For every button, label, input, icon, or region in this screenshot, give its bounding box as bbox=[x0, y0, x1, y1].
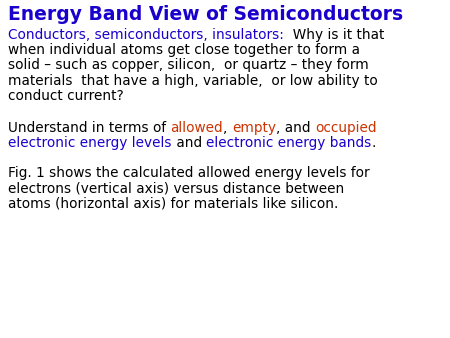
Text: , and: , and bbox=[276, 121, 315, 135]
Text: .: . bbox=[371, 136, 376, 150]
Text: and: and bbox=[171, 136, 206, 150]
Text: when individual atoms get close together to form a: when individual atoms get close together… bbox=[8, 43, 360, 57]
Text: Conductors, semiconductors, insulators:: Conductors, semiconductors, insulators: bbox=[8, 28, 284, 42]
Text: Understand in terms of: Understand in terms of bbox=[8, 121, 171, 135]
Text: electronic energy levels: electronic energy levels bbox=[8, 136, 171, 150]
Text: electronic energy bands: electronic energy bands bbox=[206, 136, 371, 150]
Text: solid – such as copper, silicon,  or quartz – they form: solid – such as copper, silicon, or quar… bbox=[8, 58, 369, 72]
Text: materials  that have a high, variable,  or low ability to: materials that have a high, variable, or… bbox=[8, 74, 378, 88]
Text: empty: empty bbox=[232, 121, 276, 135]
Text: ,: , bbox=[223, 121, 232, 135]
Text: Fig. 1 shows the calculated allowed energy levels for: Fig. 1 shows the calculated allowed ener… bbox=[8, 166, 369, 180]
Text: conduct current?: conduct current? bbox=[8, 89, 124, 103]
Text: Energy Band View of Semiconductors: Energy Band View of Semiconductors bbox=[8, 5, 403, 24]
Text: occupied: occupied bbox=[315, 121, 376, 135]
Text: Why is it that: Why is it that bbox=[284, 28, 384, 42]
Text: atoms (horizontal axis) for materials like silicon.: atoms (horizontal axis) for materials li… bbox=[8, 197, 338, 211]
Text: allowed: allowed bbox=[171, 121, 223, 135]
Text: electrons (vertical axis) versus distance between: electrons (vertical axis) versus distanc… bbox=[8, 182, 344, 195]
